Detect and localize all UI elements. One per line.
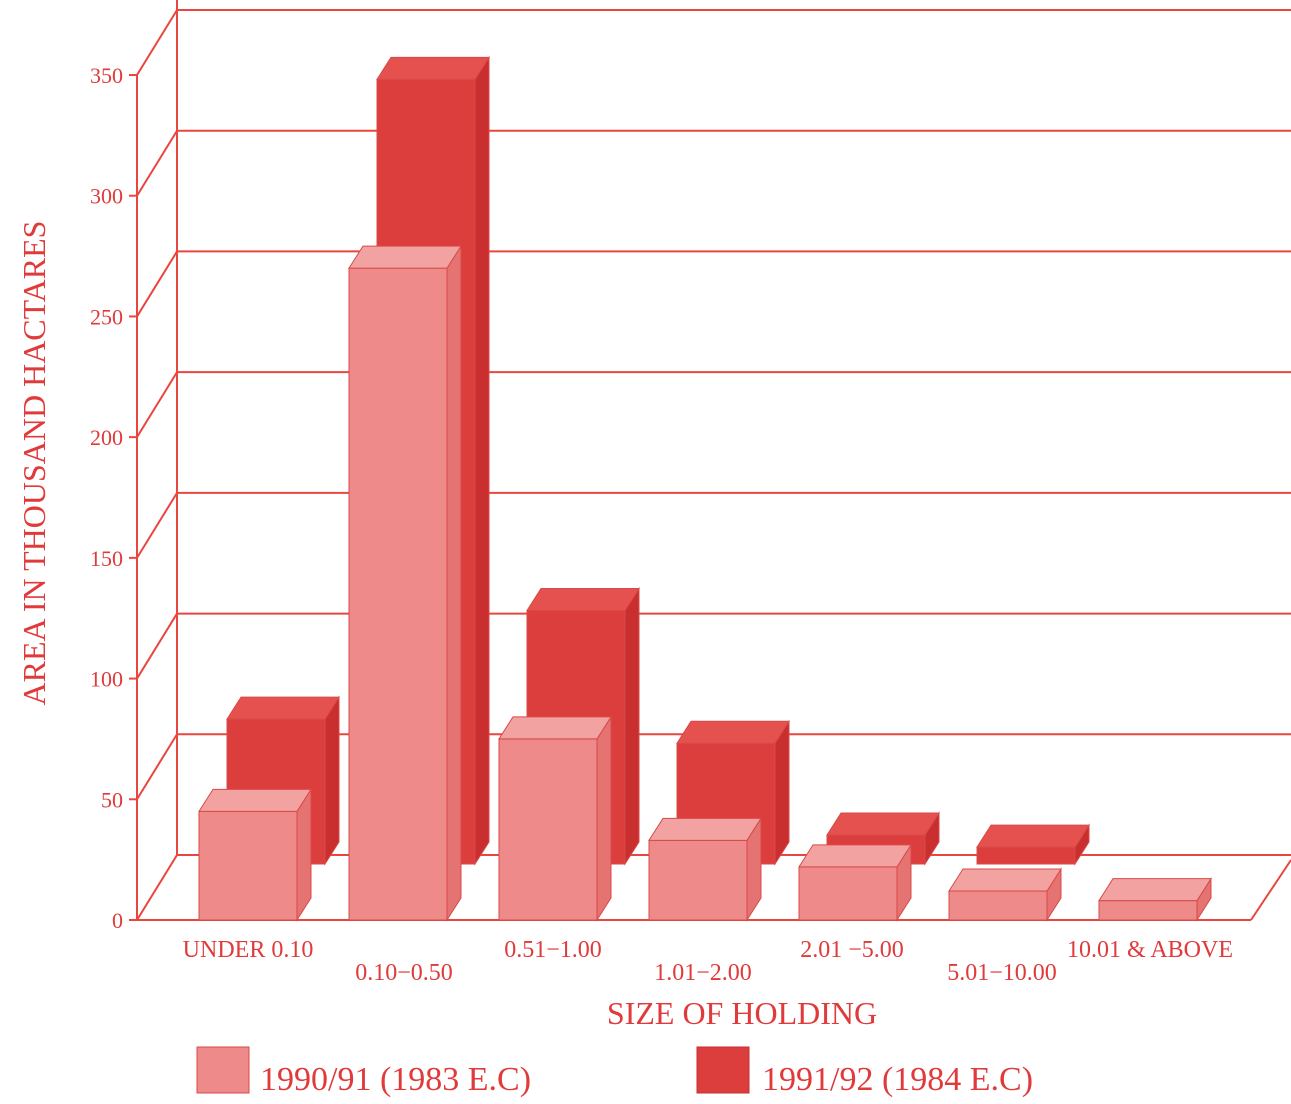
legend-label-series-2: 1991/92 (1984 E.C) (762, 1061, 1033, 1098)
bar-series2-5 (976, 823, 1090, 866)
y-tick-label: 100 (90, 667, 123, 692)
bar-series2-4-top (826, 812, 940, 836)
bar-series1-3 (648, 816, 762, 922)
gridline-diagonal (136, 854, 178, 921)
bar-series2-3-side (774, 719, 790, 866)
y-tick-label: 350 (90, 63, 123, 88)
bar-series1-1-side (446, 244, 462, 922)
bar-series1-5-front (948, 890, 1048, 921)
bar-series2-1-side (474, 55, 490, 866)
bar-series1-4-top (798, 844, 912, 868)
bar-series1-2-top (498, 716, 612, 740)
y-axis-ticks: 0 50 100 150 200 250 300 350 (90, 63, 137, 933)
y-tick-label: 250 (90, 304, 123, 329)
x-category-label: 0.51−1.00 (504, 937, 602, 963)
legend-label-series-1: 1990/91 (1983 E.C) (260, 1061, 531, 1098)
bar-series2-2-side (624, 586, 640, 866)
bar-series1-2 (498, 715, 612, 922)
bar-series1-1-top (348, 245, 462, 269)
legend-swatch-series-1 (196, 1046, 250, 1094)
bar-series1-2-side (596, 715, 612, 922)
x-category-label: 5.01−10.00 (947, 960, 1057, 986)
x-category-label: 10.01 & ABOVE (1067, 937, 1233, 963)
bar-series1-4 (798, 843, 912, 922)
x-category-label: UNDER 0.10 (183, 937, 314, 963)
bar-series2-2-top (526, 588, 640, 611)
bar-series1-1 (348, 244, 462, 922)
bar-series1-3-top (648, 817, 762, 841)
bar-series2-3-top (676, 720, 790, 744)
gridline-diagonal (136, 9, 178, 76)
y-tick-label: 50 (101, 787, 123, 812)
bar-series2-5-front (976, 846, 1076, 865)
x-axis-category-labels: UNDER 0.10 0.10−0.50 0.51−1.00 1.01−2.00 2.0… (183, 937, 1233, 986)
legend: 1990/91 (1983 E.C) 1991/92 (1984 E.C) (196, 1046, 1033, 1098)
bar-series1-0 (198, 787, 312, 922)
legend-swatch-series-2 (696, 1046, 750, 1094)
bar-series2-1-top (376, 56, 490, 80)
x-category-label: 2.01 −5.00 (800, 937, 904, 963)
y-axis-title: AREA IN THOUSAND HACTARES (16, 221, 52, 706)
bar-series1-3-front (648, 839, 748, 921)
x-category-label: 1.01−2.00 (654, 960, 752, 986)
bar-series2-5-top (976, 824, 1090, 848)
bar-series1-4-front (798, 866, 898, 921)
gridline-diagonal (136, 130, 178, 197)
bar-series1-5-top (948, 868, 1062, 892)
gridline-diagonal (136, 613, 178, 680)
bar-series1-0-top (198, 788, 312, 812)
bar-series1-1-front (348, 267, 448, 921)
y-tick-label: 200 (90, 425, 123, 450)
gridline-diagonal (136, 733, 178, 800)
y-tick-label: 0 (112, 908, 123, 933)
bar-series1-2-front (498, 738, 598, 921)
bar-series1-0-front (198, 810, 298, 921)
y-tick-label: 150 (90, 546, 123, 571)
x-axis-title: SIZE OF HOLDING (607, 995, 877, 1031)
bar-series2-0-top (226, 696, 340, 720)
bar-series1-5 (948, 867, 1062, 922)
y-tick-label: 300 (90, 184, 123, 209)
x-category-label: 0.10−0.50 (355, 960, 453, 986)
bar-series2-0-side (324, 695, 340, 866)
bar-series1-6-front (1098, 900, 1198, 921)
chart-bars (198, 55, 1212, 922)
gridline-diagonal (136, 492, 178, 559)
bar-series1-6 (1098, 876, 1212, 922)
bar-series1-6-top (1098, 878, 1212, 902)
gridline-diagonal (136, 371, 178, 438)
floor-right-edge (1250, 859, 1291, 921)
gridline-diagonal (136, 250, 178, 317)
